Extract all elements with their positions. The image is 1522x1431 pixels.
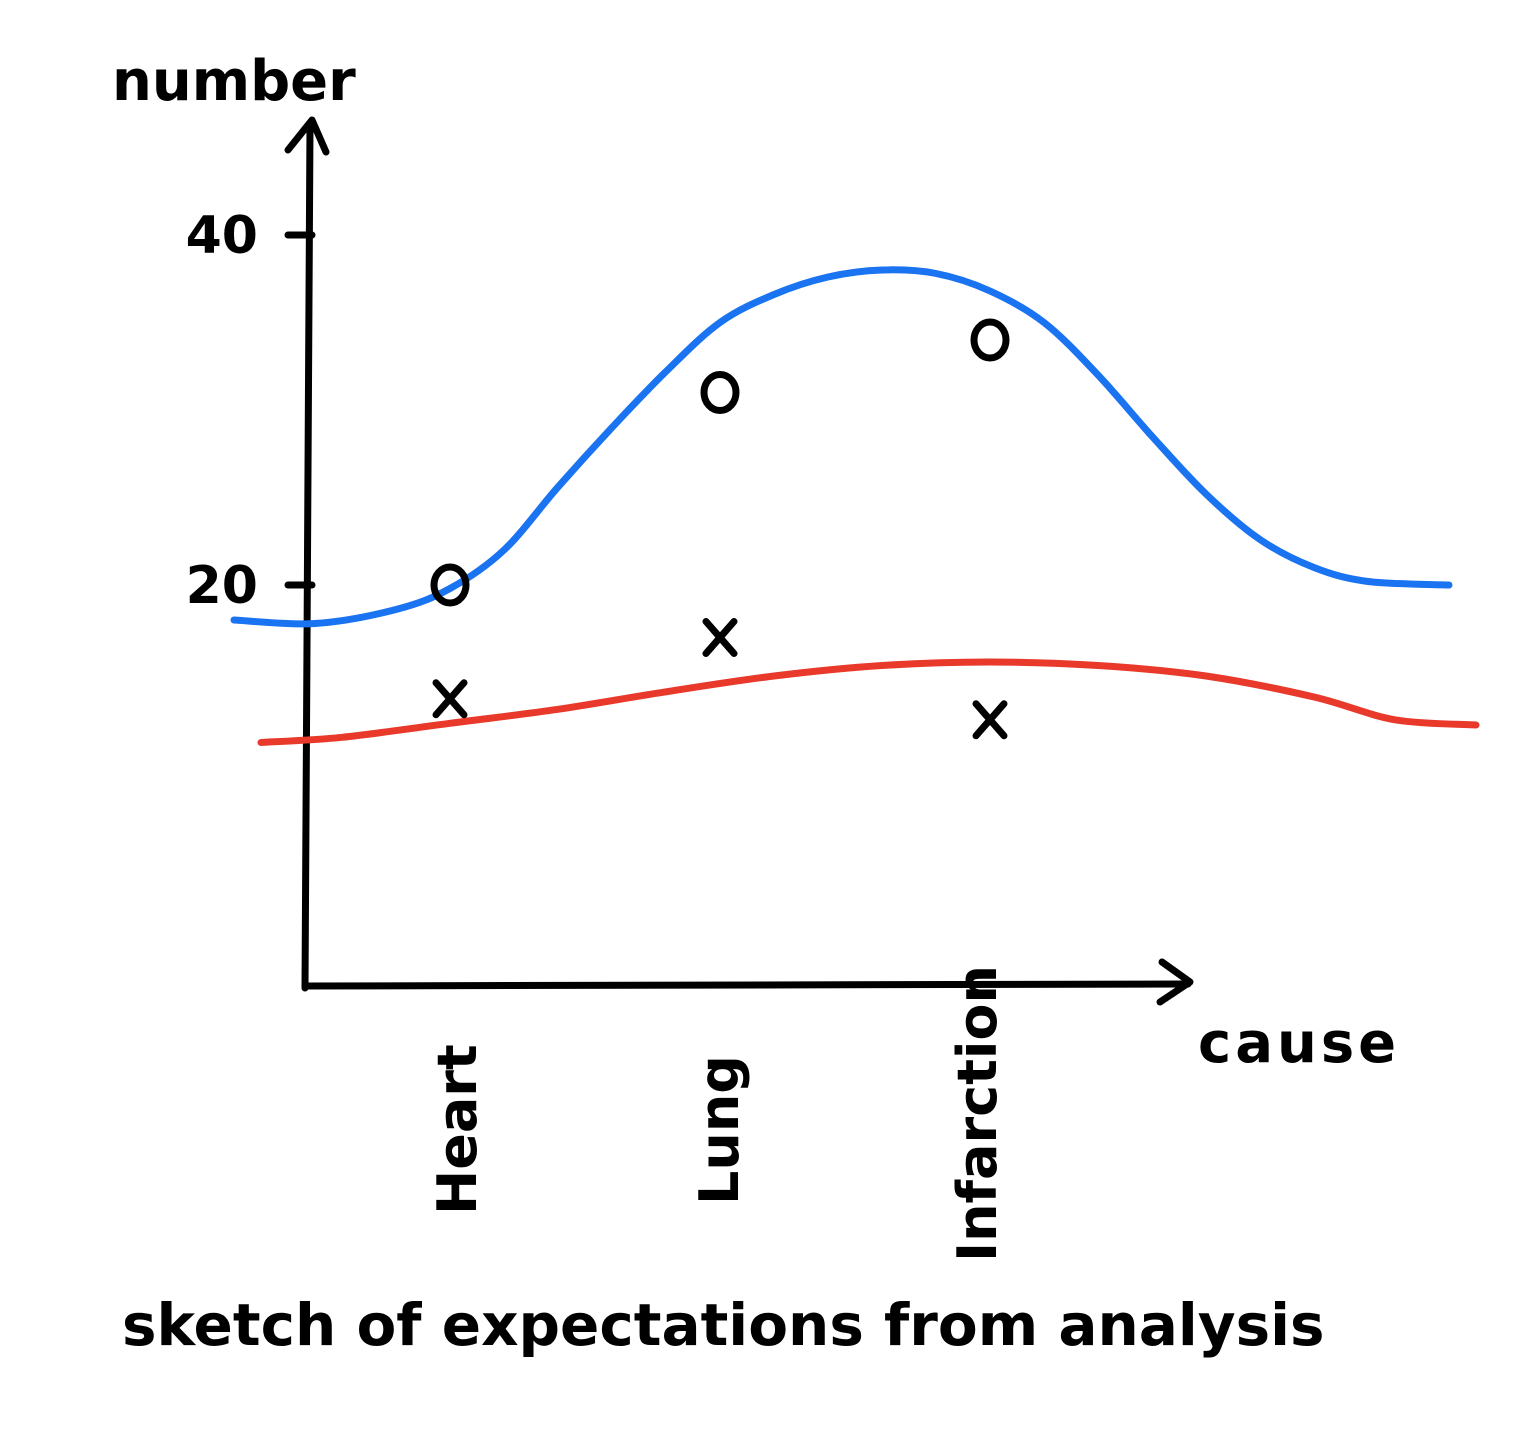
x-axis-title: cause (1198, 1011, 1400, 1076)
marker-o (700, 371, 740, 414)
curves (230, 266, 1480, 746)
curve-line-red (257, 658, 1480, 746)
markers (430, 318, 1010, 740)
axes (284, 116, 1194, 1006)
marker-x (972, 700, 1008, 740)
category-label-infarction: Infarction (946, 965, 1009, 1262)
curve-line-blue (230, 266, 1453, 628)
marker-x (702, 618, 738, 657)
category-label-lung: Lung (688, 1055, 751, 1205)
y-tick-label: 20 (186, 556, 258, 616)
category-labels: Heart Lung Infarction (426, 965, 1009, 1262)
category-label-heart: Heart (426, 1044, 489, 1215)
x-axis-line (301, 980, 1192, 990)
marker-o (430, 563, 470, 607)
y-axis-line (301, 121, 314, 992)
marker-x (432, 679, 468, 719)
y-axis-arrowhead (284, 116, 330, 156)
marker-o (970, 318, 1010, 362)
y-axis-title: number (112, 49, 356, 114)
chart-title: sketch of expectations from analysis (122, 1291, 1325, 1359)
x-axis-arrowhead (1156, 958, 1194, 1006)
y-tick-label: 40 (186, 206, 258, 266)
